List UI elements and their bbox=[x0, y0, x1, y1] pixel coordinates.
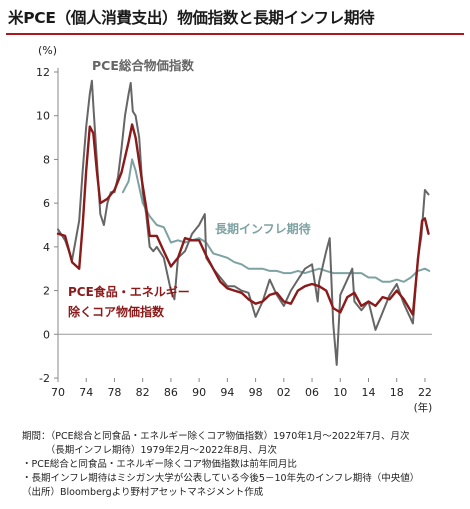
x-tick-label: 98 bbox=[249, 386, 263, 399]
x-tick-label: 90 bbox=[192, 386, 206, 399]
x-tick-label: 22 bbox=[418, 386, 432, 399]
x-tick-label: 78 bbox=[107, 386, 121, 399]
y-axis-unit: (%) bbox=[38, 44, 57, 57]
x-tick-label: 02 bbox=[277, 386, 291, 399]
y-tick-label: 6 bbox=[43, 197, 50, 210]
x-tick-label: 86 bbox=[164, 386, 178, 399]
footnotes: 期間：（PCE総合と同食品・エネルギー除くコア物価指数）1970年1月～2022… bbox=[22, 430, 419, 500]
x-tick-label: 82 bbox=[136, 386, 150, 399]
footnote-source: （出所）Bloombergより野村アセットマネジメント作成 bbox=[22, 487, 264, 498]
series-label-pce-core-line1: PCE食品・エネルギー bbox=[68, 284, 190, 299]
x-tick-label: 14 bbox=[361, 386, 375, 399]
x-tick-label: 18 bbox=[390, 386, 404, 399]
x-tick-label: 10 bbox=[333, 386, 347, 399]
series-label-pce-headline: PCE総合物価指数 bbox=[92, 58, 194, 73]
x-tick-label: 94 bbox=[220, 386, 234, 399]
series-label-pce-core-line2: 除くコア物価指数 bbox=[68, 304, 165, 319]
y-tick-label: 8 bbox=[43, 153, 50, 166]
y-tick-label: 4 bbox=[43, 241, 50, 254]
chart-title: 米PCE（個人消費支出）物価指数と長期インフレ期待 bbox=[8, 9, 375, 27]
footnote-period-2: （長期インフレ期待）1979年2月～2022年8月、月次 bbox=[22, 445, 277, 456]
footnote-michigan: ・長期インフレ期待はミシガン大学が公表している今後5－10年先のインフレ期待（中… bbox=[22, 473, 420, 484]
title-underline bbox=[6, 33, 464, 35]
y-tick-label: -2 bbox=[39, 372, 50, 385]
y-tick-label: 2 bbox=[43, 285, 50, 298]
x-tick-label: 70 bbox=[51, 386, 65, 399]
y-tick-label: 0 bbox=[43, 328, 50, 341]
y-tick-label: 12 bbox=[36, 66, 50, 79]
y-tick-label: 10 bbox=[36, 110, 50, 123]
x-axis-unit: (年) bbox=[414, 401, 433, 414]
x-tick-label: 74 bbox=[79, 386, 93, 399]
footnote-yoy: ・PCE総合と同食品・エネルギー除くコア物価指数は前年同月比 bbox=[22, 459, 297, 470]
x-tick-label: 06 bbox=[305, 386, 319, 399]
series-line-pce-core bbox=[56, 123, 430, 316]
footnote-period-1: 期間：（PCE総合と同食品・エネルギー除くコア物価指数）1970年1月～2022… bbox=[22, 431, 410, 442]
series-line-inflation-expectation bbox=[121, 158, 431, 283]
series-label-inflation-expectation: 長期インフレ期待 bbox=[215, 221, 311, 236]
